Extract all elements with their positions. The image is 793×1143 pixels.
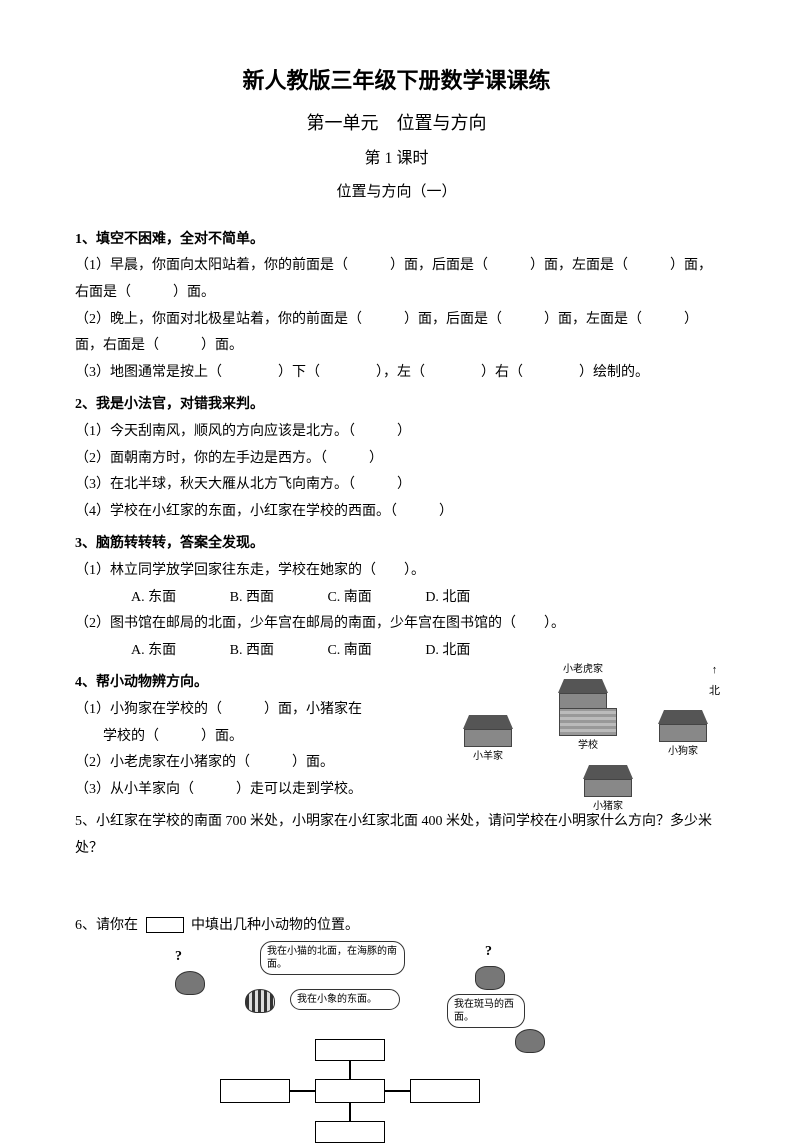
lesson-name: 位置与方向（一） (75, 178, 718, 207)
north-label: 北 (709, 681, 720, 702)
q6-post: 中填出几种小动物的位置。 (191, 918, 359, 933)
opt-d: D. 北面 (425, 585, 470, 612)
animal-1: ? (175, 944, 205, 995)
q6-pre: 6、请你在 (75, 918, 138, 933)
opt-c: C. 南面 (327, 585, 371, 612)
pig-house: 小猪家 (578, 765, 638, 816)
animal-4 (515, 1029, 545, 1053)
q2-1: （1）今天刮南风，顺风的方向应该是北方。（ ） (75, 419, 718, 446)
unit-title: 第一单元 位置与方向 (75, 106, 718, 140)
answer-box-center[interactable] (315, 1079, 385, 1103)
q4-1b: 学校的（ ）面。 (103, 724, 448, 751)
answer-box-left[interactable] (220, 1079, 290, 1103)
connector-line (385, 1090, 410, 1092)
q2-2: （2）面朝南方时，你的左手边是西方。（ ） (75, 446, 718, 473)
school-label: 学校 (558, 736, 618, 755)
section-3-head: 3、脑筋转转转，答案全发现。 (75, 531, 718, 558)
opt-b: B. 西面 (230, 638, 274, 665)
section-2-head: 2、我是小法官，对错我来判。 (75, 392, 718, 419)
answer-box-top[interactable] (315, 1039, 385, 1061)
q6: 6、请你在 中填出几种小动物的位置。 (75, 913, 718, 940)
tiger-house: 小老虎家 (553, 660, 613, 711)
q1-1: （1）早晨，你面向太阳站着，你的前面是（ ）面，后面是（ ）面，左面是（ ）面，… (75, 253, 718, 306)
connector-line (349, 1061, 351, 1079)
school-building: 学校 (558, 708, 618, 755)
q4-1a: （1）小狗家在学校的（ ）面，小猪家在 (75, 697, 448, 724)
animal-2: ? (475, 939, 505, 990)
q4-2: （2）小老虎家在小猪家的（ ）面。 (75, 750, 448, 777)
pig-label: 小猪家 (578, 797, 638, 816)
speech-bubble-1: 我在小猫的北面，在海豚的南面。 (260, 941, 405, 975)
dog-house: 小狗家 (653, 710, 713, 761)
q3-1: （1）林立同学放学回家往东走，学校在她家的（ ）。 (75, 558, 718, 585)
speech-bubble-2: 我在小象的东面。 (290, 989, 400, 1010)
q5: 5、小红家在学校的南面 700 米处，小明家在小红家北面 400 米处，请问学校… (75, 809, 718, 862)
opt-b: B. 西面 (230, 585, 274, 612)
main-title: 新人教版三年级下册数学课课练 (75, 60, 718, 102)
lesson-number: 第 1 课时 (75, 144, 718, 174)
tiger-label: 小老虎家 (553, 660, 613, 679)
connector-line (290, 1090, 315, 1092)
dog-label: 小狗家 (653, 742, 713, 761)
section-1-head: 1、填空不困难，全对不简单。 (75, 227, 718, 254)
q1-3: （3）地图通常是按上（ ）下（ ），左（ ）右（ ）绘制的。 (75, 360, 718, 387)
north-indicator: ↑ 北 (709, 660, 720, 702)
speech-bubble-3: 我在斑马的西面。 (447, 994, 525, 1028)
opt-a: A. 东面 (131, 638, 176, 665)
connector-line (349, 1103, 351, 1121)
opt-c: C. 南面 (327, 638, 371, 665)
direction-map-diagram: ↑ 北 小老虎家 小羊家 学校 小狗家 小猪家 (458, 660, 728, 810)
q3-2: （2）图书馆在邮局的北面，少年宫在邮局的南面，少年宫在图书馆的（ ）。 (75, 611, 718, 638)
animal-position-diagram: ? 我在小猫的北面，在海豚的南面。 ? 我在小象的东面。 我在斑马的西面。 (175, 939, 575, 1139)
sheep-label: 小羊家 (458, 747, 518, 766)
sheep-house: 小羊家 (458, 715, 518, 766)
answer-box-bottom[interactable] (315, 1121, 385, 1143)
q4-3: （3）从小羊家向（ ）走可以走到学校。 (75, 777, 448, 804)
opt-a: A. 东面 (131, 585, 176, 612)
q3-1-options: A. 东面 B. 西面 C. 南面 D. 北面 (131, 585, 718, 612)
answer-box-right[interactable] (410, 1079, 480, 1103)
inline-blank-box (146, 917, 184, 933)
q1-2: （2）晚上，你面对北极星站着，你的前面是（ ）面，后面是（ ）面，左面是（ ）面… (75, 307, 718, 360)
q2-4: （4）学校在小红家的东面，小红家在学校的西面。（ ） (75, 499, 718, 526)
animal-3 (245, 989, 275, 1013)
q2-3: （3）在北半球，秋天大雁从北方飞向南方。（ ） (75, 472, 718, 499)
